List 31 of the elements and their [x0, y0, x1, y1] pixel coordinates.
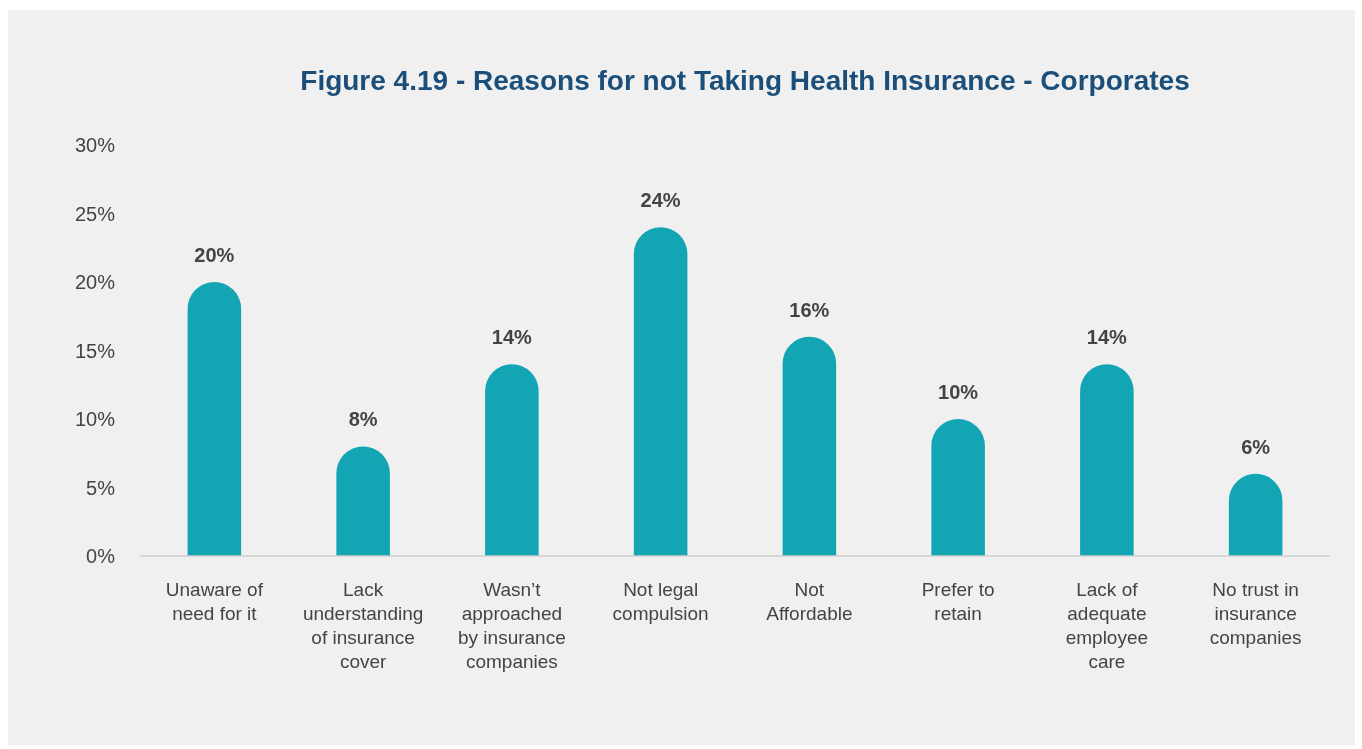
data-label: 6%: [1241, 435, 1271, 458]
data-label: 14%: [491, 326, 533, 349]
x-tick-label: Unaware of need for it: [165, 579, 264, 624]
x-tick-label: Not Affordable: [766, 579, 853, 624]
data-label: 20%: [194, 244, 235, 266]
bar: [931, 419, 985, 556]
data-label: 10%: [938, 381, 979, 403]
x-tick-label: Lack of adequate employee care: [1065, 579, 1149, 672]
data-label: 16%: [789, 298, 830, 321]
x-tick-label: Wasn’t approached by insurance companies: [458, 579, 566, 672]
bar: [782, 336, 837, 556]
x-tick-label: Lack understanding of insurance cover: [302, 579, 424, 672]
bar: [336, 446, 390, 556]
y-tick-label: 15%: [74, 339, 116, 362]
y-tick-label: 5%: [86, 476, 116, 499]
y-tick-label: 0%: [86, 545, 116, 567]
data-label: 8%: [348, 408, 378, 431]
y-tick-label: 20%: [74, 271, 116, 293]
bar: [1080, 364, 1134, 556]
y-tick-label: 30%: [74, 134, 116, 156]
y-tick-label: 10%: [74, 408, 116, 430]
x-tick-label: Not legal compulsion: [612, 579, 709, 624]
bar: [633, 227, 688, 556]
data-label: 24%: [640, 189, 681, 212]
bar: [485, 364, 539, 556]
bar: [187, 282, 242, 556]
data-label: 14%: [1086, 326, 1128, 349]
x-tick-label: Prefer to retain: [921, 579, 995, 624]
chart-title: Figure 4.19 - Reasons for not Taking Health Insurance - Corporates: [300, 65, 1190, 96]
x-tick-label: No trust in insurance companies: [1209, 579, 1302, 648]
y-tick-label: 25%: [74, 202, 116, 225]
